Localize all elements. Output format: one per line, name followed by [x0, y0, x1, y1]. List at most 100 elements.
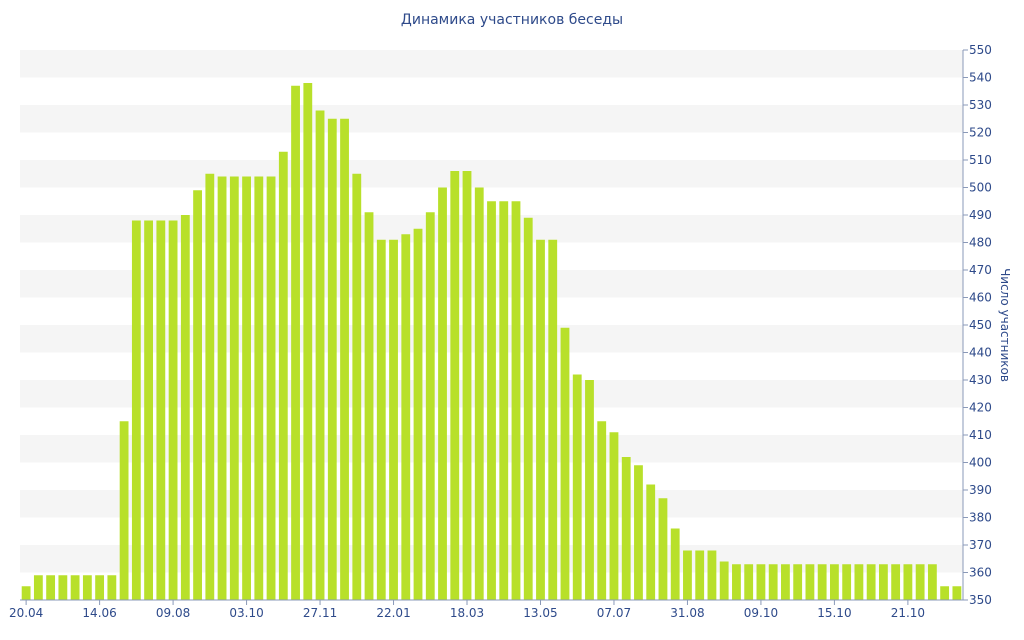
x-tick-label: 07.07 — [597, 606, 631, 620]
bar[interactable] — [168, 220, 178, 601]
bar[interactable] — [376, 239, 386, 600]
y-tick-label: 460 — [969, 291, 992, 305]
grid-band — [20, 105, 963, 133]
bar[interactable] — [707, 550, 717, 601]
x-tick-label: 13.05 — [523, 606, 557, 620]
x-tick-label: 03.10 — [229, 606, 263, 620]
bar[interactable] — [646, 484, 656, 601]
bar[interactable] — [254, 176, 264, 601]
bar[interactable] — [572, 374, 582, 601]
bar[interactable] — [609, 432, 619, 600]
bar[interactable] — [952, 586, 962, 600]
bar[interactable] — [46, 575, 56, 600]
bar[interactable] — [536, 239, 545, 600]
y-tick-label: 370 — [969, 538, 992, 552]
bar[interactable] — [401, 234, 411, 600]
bar[interactable] — [866, 564, 876, 600]
bar[interactable] — [217, 176, 227, 601]
bar[interactable] — [413, 228, 423, 600]
bar[interactable] — [33, 575, 43, 600]
y-tick-label: 350 — [969, 593, 992, 607]
y-tick-label: 380 — [969, 511, 992, 525]
y-tick-label: 410 — [969, 428, 992, 442]
bar[interactable] — [732, 564, 741, 600]
x-tick-label: 27.11 — [303, 606, 337, 620]
y-tick-label: 530 — [969, 98, 992, 112]
y-tick-label: 520 — [969, 126, 992, 140]
bar[interactable] — [58, 575, 68, 600]
x-tick-label: 18.03 — [450, 606, 484, 620]
bar[interactable] — [842, 564, 852, 600]
bar[interactable] — [830, 564, 839, 600]
bar[interactable] — [291, 85, 300, 600]
bar[interactable] — [915, 564, 925, 600]
bar[interactable] — [474, 187, 484, 601]
bar[interactable] — [621, 457, 631, 600]
bar[interactable] — [180, 215, 190, 600]
bar[interactable] — [683, 550, 692, 601]
bar[interactable] — [119, 421, 129, 600]
bar[interactable] — [144, 220, 153, 601]
y-tick-label: 390 — [969, 483, 992, 497]
bar[interactable] — [82, 575, 92, 600]
bar[interactable] — [768, 564, 778, 600]
bar[interactable] — [131, 220, 141, 601]
bar[interactable] — [903, 564, 913, 600]
bar[interactable] — [891, 564, 901, 600]
bar[interactable] — [560, 327, 570, 600]
bar[interactable] — [781, 564, 790, 600]
bar[interactable] — [364, 212, 374, 600]
bar[interactable] — [352, 173, 362, 600]
bar[interactable] — [303, 83, 313, 600]
bar[interactable] — [450, 171, 460, 600]
x-tick-label: 31.08 — [670, 606, 704, 620]
bar[interactable] — [634, 465, 643, 600]
bar[interactable] — [340, 118, 349, 600]
bar[interactable] — [585, 380, 594, 600]
bar[interactable] — [817, 564, 827, 600]
bar[interactable] — [793, 564, 803, 600]
bar[interactable] — [229, 176, 239, 601]
bar[interactable] — [548, 239, 558, 600]
bar[interactable] — [95, 575, 105, 600]
bar[interactable] — [266, 176, 276, 601]
bar[interactable] — [756, 564, 766, 600]
y-tick-label: 540 — [969, 71, 992, 85]
bar[interactable] — [205, 173, 215, 600]
bar[interactable] — [315, 110, 325, 601]
x-tick-label: 21.10 — [891, 606, 925, 620]
bar[interactable] — [523, 217, 533, 600]
bar[interactable] — [156, 220, 166, 601]
y-tick-label: 510 — [969, 153, 992, 167]
bar[interactable] — [193, 190, 202, 600]
bar[interactable] — [425, 212, 435, 600]
bar[interactable] — [278, 151, 288, 600]
bar[interactable] — [670, 528, 680, 601]
bar[interactable] — [854, 564, 864, 600]
y-tick-label: 440 — [969, 346, 992, 360]
bar[interactable] — [940, 586, 950, 600]
bar[interactable] — [438, 187, 447, 601]
chart-title: Динамика участников беседы — [400, 12, 624, 28]
bar[interactable] — [695, 550, 705, 601]
bar[interactable] — [242, 176, 251, 601]
bar[interactable] — [744, 564, 754, 600]
bar[interactable] — [719, 561, 729, 601]
bar[interactable] — [389, 239, 398, 600]
x-axis: 20.04 14.06 09.08 03.10 27.11 22.01 18.03 13.05… — [9, 599, 963, 620]
bar[interactable] — [70, 575, 80, 600]
bar[interactable] — [658, 498, 668, 600]
bar[interactable] — [499, 201, 509, 600]
bar[interactable] — [597, 421, 607, 600]
bar[interactable] — [107, 575, 117, 600]
bar[interactable] — [21, 586, 31, 600]
bar[interactable] — [327, 118, 337, 600]
bar[interactable] — [462, 171, 472, 600]
bar[interactable] — [487, 201, 496, 600]
bar[interactable] — [878, 564, 888, 600]
bar[interactable] — [805, 564, 815, 600]
bar[interactable] — [927, 564, 937, 600]
x-tick-label: 09.08 — [156, 606, 190, 620]
bar[interactable] — [511, 201, 521, 600]
